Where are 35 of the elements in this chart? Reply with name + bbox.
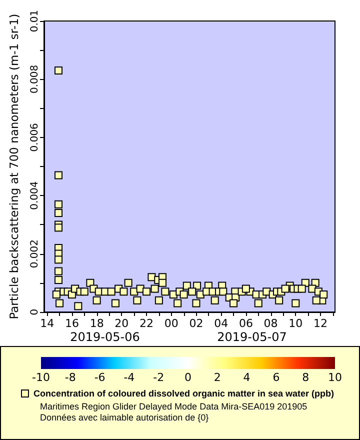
y-tick-label: 0.008 — [30, 64, 40, 94]
color-bar-label: 10 — [328, 371, 342, 384]
x-tick-label: 22 — [140, 317, 154, 330]
color-bar-label: 4 — [243, 371, 250, 384]
x-tick-label: 10 — [288, 317, 303, 330]
x-tick-label: 06 — [238, 317, 253, 330]
color-bar-label: -6 — [94, 371, 106, 384]
color-bar-label: 6 — [272, 371, 280, 384]
color-bar-label: -10 — [32, 371, 50, 384]
x-tick-label: 00 — [164, 317, 178, 330]
text: 2019-05-07 — [217, 330, 287, 344]
x-tick-label: 08 — [264, 317, 278, 330]
x-tick-label: 18 — [90, 317, 104, 330]
x-tick-label: 20 — [114, 317, 129, 330]
color-bar-label: 8 — [302, 371, 310, 384]
x-tick-label: 02 — [189, 317, 204, 330]
y-tick-label: 0.002 — [30, 239, 40, 268]
y-tick-label: 0.01 — [30, 10, 40, 32]
text: Maritimes Region Glider Delayed Mode Data Mira-SEA019 201905 — [40, 402, 308, 412]
y-axis-title: Particle backscattering at 700 nanometers (m-1 sr-1) — [7, 14, 21, 320]
x-tick-label: 14 — [40, 317, 54, 330]
color-bar-label: 0 — [184, 371, 192, 384]
text: Données avec laimable autorisation de {0} — [40, 412, 209, 422]
text: 2019-05-06 — [70, 330, 140, 344]
y-tick-label: 0.006 — [30, 123, 40, 152]
color-bar-label: -4 — [124, 371, 135, 384]
x-tick-label: 16 — [64, 317, 79, 330]
legend-label: Concentration of coloured dissolved organic matter in sea water (ppb) — [34, 388, 334, 398]
color-bar-label: 2 — [214, 371, 221, 384]
x-tick-label: 12 — [314, 317, 328, 330]
color-bar-label: -8 — [64, 371, 76, 384]
x-tick-label: 04 — [214, 317, 228, 330]
color-bar-label: -2 — [153, 371, 164, 384]
y-tick-label: 0 — [30, 308, 40, 316]
y-tick-label: 0.004 — [30, 181, 40, 210]
